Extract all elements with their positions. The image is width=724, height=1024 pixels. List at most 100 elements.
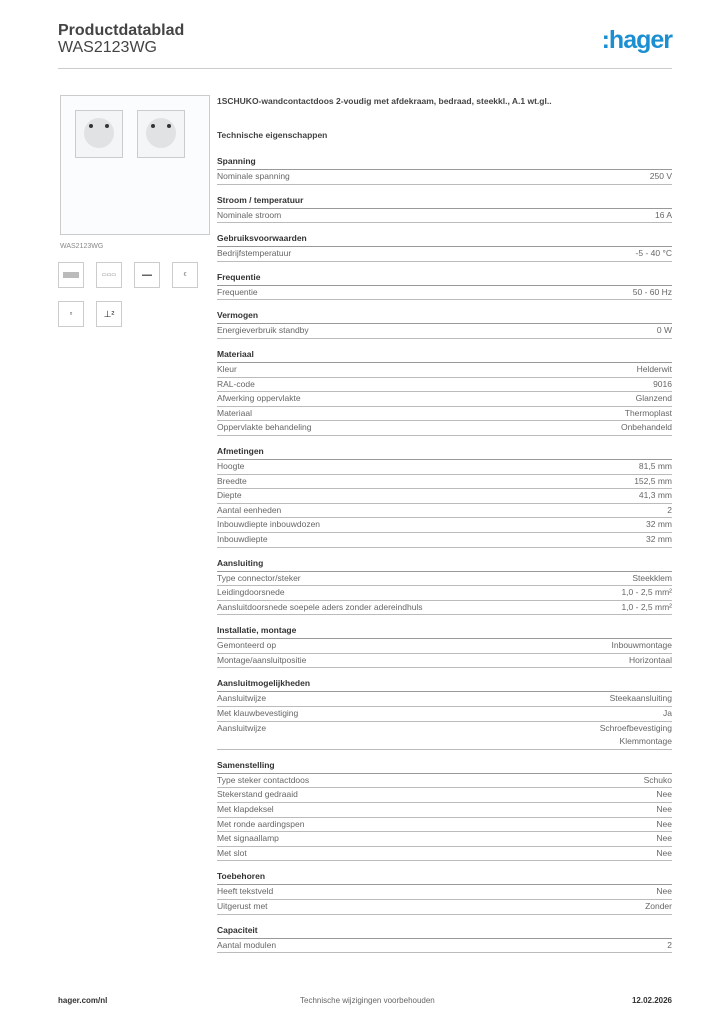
spec-row: Uitgerust met Zonder	[217, 900, 672, 915]
spec-value: 81,5 mm	[638, 460, 672, 471]
spec-value: 1,0 - 2,5 mm²	[621, 601, 672, 612]
page-title: Productdatablad	[58, 22, 185, 39]
dimension-drawing-icon[interactable]: ▭▭▭	[96, 262, 122, 288]
spec-row: Nominale stroom 16 A	[217, 209, 672, 224]
spec-label: Aansluitwijze	[217, 693, 267, 704]
spec-label: Aansluitwijze	[217, 722, 267, 733]
spec-row: RAL-code 9016	[217, 378, 672, 393]
spec-section: Materiaal Kleur Helderwit RAL-code 9016 Afwer…	[217, 347, 672, 436]
spec-row: Nominale spanning 250 V	[217, 170, 672, 185]
spec-row: Materiaal Thermoplast	[217, 407, 672, 422]
spec-row: Diepte 41,3 mm	[217, 489, 672, 504]
spec-section: Aansluiting Type connector/steker Steekkle…	[217, 556, 672, 616]
section-heading: Aansluitmogelijkheden	[217, 676, 672, 693]
spec-row: Breedte 152,5 mm	[217, 475, 672, 490]
spec-label: Diepte	[217, 490, 242, 501]
spec-value: Inbouwmontage	[611, 640, 673, 651]
spec-value: 0 W	[656, 325, 672, 336]
spec-section: Installatie, montage Gemonteerd op Inbouwm…	[217, 623, 672, 669]
spec-value: Zonder	[645, 901, 672, 911]
spec-value: Nee	[656, 789, 672, 800]
spec-row: Bedrijfstemperatuur -5 - 40 °C	[217, 247, 672, 262]
spec-value: 32 mm	[646, 533, 672, 544]
spec-value: Nee	[656, 804, 672, 815]
spec-row: Kleur Helderwit	[217, 363, 672, 378]
spec-value: 16 A	[654, 209, 672, 220]
spec-label: Leidingdoorsnede	[217, 587, 285, 598]
section-heading: Capaciteit	[217, 923, 672, 939]
spec-label: Gemonteerd op	[217, 640, 277, 651]
spec-row: Hoogte 81,5 mm	[217, 460, 672, 475]
hager-logo: :hager	[601, 26, 673, 54]
section-heading: Aansluiting	[217, 556, 672, 572]
spec-label: Montage/aansluitpositie	[217, 654, 307, 665]
spec-row: Energieverbruik standby 0 W	[217, 324, 672, 339]
spec-value: Ja	[663, 708, 672, 719]
spec-row: Met signaallamp Nee	[217, 832, 672, 847]
spec-label: Materiaal	[217, 407, 252, 418]
footer-date: 12.02.2026	[631, 996, 672, 1005]
section-heading: Afmetingen	[217, 444, 672, 460]
spec-label: Met klapdeksel	[217, 804, 274, 815]
spec-label: Aantal eenheden	[217, 504, 282, 515]
spec-label: RAL-code	[217, 378, 255, 389]
spec-value: 250 V	[649, 171, 672, 181]
spec-label: Inbouwdiepte	[217, 533, 268, 544]
spec-label: Frequentie	[217, 286, 258, 297]
spec-label: Breedte	[217, 475, 247, 486]
certification-icon[interactable]: ¤	[58, 301, 84, 327]
spec-label: Afwerking oppervlakte	[217, 393, 301, 404]
spec-label: Met slot	[217, 847, 247, 858]
socket-left	[75, 110, 123, 158]
spec-section: Samenstelling Type steker contactdoos Schu…	[217, 758, 672, 862]
spec-section: Frequentie Frequentie 50 - 60 Hz	[217, 270, 672, 301]
section-heading: Samenstelling	[217, 758, 672, 774]
spec-label: Hoogte	[217, 460, 245, 471]
mounting-symbol-icon[interactable]: ⊥²	[96, 301, 122, 327]
spec-label: Aansluitdoorsnede soepele aders zonder a…	[217, 601, 423, 612]
spec-row: Afwerking oppervlakte Glanzend	[217, 392, 672, 407]
spec-value: Steekaansluiting	[609, 693, 672, 704]
spec-value: 9016	[653, 378, 672, 389]
section-heading: Gebruiksvoorwaarden	[217, 231, 672, 248]
spec-row: Aansluitdoorsnede soepele aders zonder a…	[217, 601, 672, 616]
spec-row: Met klapdeksel Nee	[217, 803, 672, 818]
spec-row: Montage/aansluitpositie Horizontaal	[217, 654, 672, 669]
spec-value: -5 - 40 °C	[635, 248, 672, 259]
product-model: WAS2123WG	[58, 39, 157, 56]
section-heading: Materiaal	[217, 347, 672, 363]
spec-value: Nee	[656, 818, 672, 829]
spec-section: Gebruiksvoorwaarden Bedrijfstemperatuur -5…	[217, 231, 672, 262]
section-heading: Installatie, montage	[217, 623, 672, 640]
socket-right	[137, 110, 185, 158]
spec-label: Met ronde aardingspen	[217, 818, 305, 829]
spec-row: Stekerstand gedraaid Nee	[217, 788, 672, 804]
wiring-drawing-icon[interactable]: ▬▬	[134, 262, 160, 288]
spec-value: Nee	[656, 886, 672, 897]
ce-mark-icon[interactable]: €	[172, 262, 198, 288]
footer-note: Technische wijzigingen voorbehouden	[300, 996, 435, 1005]
spec-row: Inbouwdiepte 32 mm	[217, 533, 672, 548]
footer-url[interactable]: hager.com/nl	[58, 996, 108, 1005]
spec-row: Met klauwbevestiging Ja	[217, 707, 672, 722]
spec-label: Met klauwbevestiging	[217, 708, 299, 719]
spec-row: Heeft tekstveld Nee	[217, 885, 672, 900]
section-heading: Spanning	[217, 154, 672, 170]
spec-row: Type steker contactdoos Schuko	[217, 774, 672, 789]
spec-label: Type steker contactdoos	[217, 774, 310, 785]
header-divider	[58, 68, 672, 69]
spec-value: 2	[667, 504, 672, 515]
section-heading: Stroom / temperatuur	[217, 193, 672, 209]
spec-row: Gemonteerd op Inbouwmontage	[217, 639, 672, 654]
spec-label: Uitgerust met	[217, 901, 268, 911]
product-thumbnail-icon[interactable]	[58, 262, 84, 288]
spec-label: Aantal modulen	[217, 939, 277, 950]
spec-label: Nominale spanning	[217, 171, 290, 181]
spec-value: 2	[667, 939, 672, 950]
section-heading: Vermogen	[217, 308, 672, 325]
spec-value: 1,0 - 2,5 mm²	[621, 587, 672, 598]
spec-value: Steekklem	[632, 572, 672, 583]
spec-row: Inbouwdiepte inbouwdozen 32 mm	[217, 518, 672, 533]
spec-section: Stroom / temperatuur Nominale stroom 16 A	[217, 193, 672, 224]
